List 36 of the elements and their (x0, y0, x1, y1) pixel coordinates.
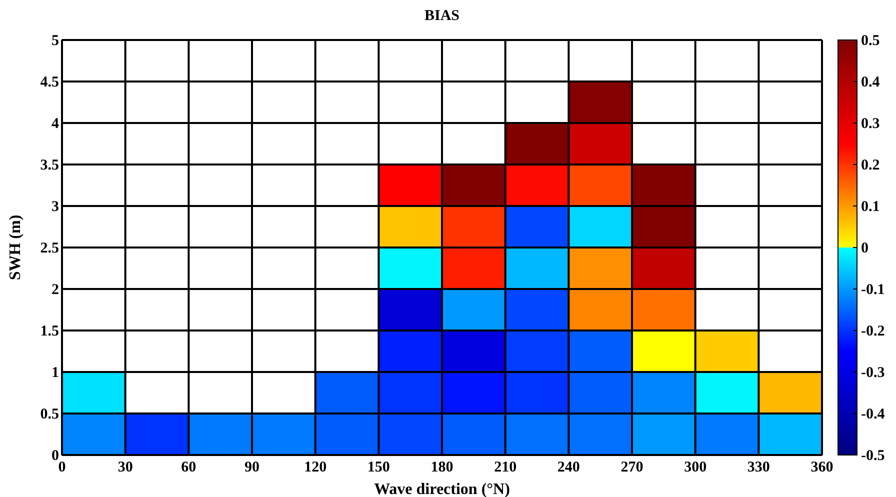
y-tick-label: 2 (52, 282, 59, 298)
x-tick-label: 240 (557, 460, 580, 476)
x-tick-label: 360 (810, 460, 834, 476)
color-bar-label: 0.1 (861, 198, 880, 215)
color-bar-label: 0.2 (861, 157, 880, 174)
x-tick-label: 210 (494, 460, 517, 476)
y-tick-label: 0.5 (40, 406, 59, 422)
x-tick-label: 120 (304, 460, 327, 476)
color-bar-label: -0.2 (861, 323, 885, 340)
y-tick-label: 3 (52, 198, 59, 215)
color-bar-label: -0.3 (861, 364, 885, 381)
y-tick-label: 3.5 (40, 157, 59, 174)
y-tick-label: 5 (52, 32, 59, 49)
color-bar-label: -0.5 (861, 448, 885, 464)
x-tick-label: 330 (747, 460, 770, 476)
color-bar-label: 0.4 (861, 74, 880, 90)
y-tick-label: 1 (52, 364, 59, 381)
x-tick-label: 150 (367, 460, 390, 476)
color-bar-label: -0.1 (861, 282, 885, 298)
x-tick-label: 270 (620, 460, 644, 476)
color-bar-label: 0.5 (861, 32, 880, 49)
color-bar-label: 0.3 (861, 116, 880, 132)
y-tick-label: 0 (52, 448, 59, 464)
y-axis-title: SWH (m) (7, 214, 24, 280)
color-bar-label: 0 (861, 240, 868, 256)
chart-title: BIAS (424, 8, 460, 24)
y-tick-label: 2.5 (40, 240, 59, 256)
x-tick-label: 90 (244, 460, 260, 476)
x-tick-label: 180 (430, 460, 454, 476)
y-tick-label: 4.5 (40, 74, 59, 90)
color-bar-label: -0.4 (861, 406, 886, 422)
x-tick-label: 60 (181, 460, 196, 476)
y-tick-label: 4 (52, 116, 60, 132)
x-tick-label: 30 (118, 460, 133, 476)
y-tick-label: 1.5 (40, 323, 59, 340)
x-tick-label: 300 (684, 460, 707, 476)
